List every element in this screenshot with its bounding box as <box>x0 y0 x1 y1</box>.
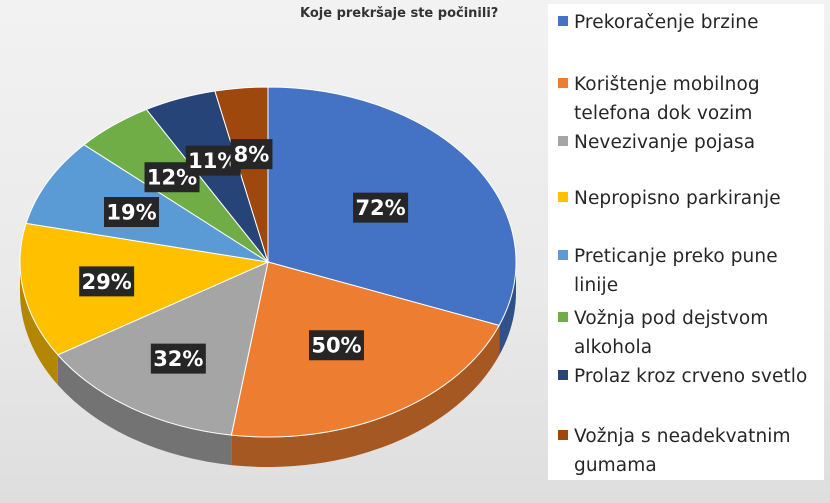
legend-swatch <box>558 192 568 202</box>
pie-slice-1 <box>230 261 500 438</box>
legend-label: Prekoračenje brzine <box>574 12 759 33</box>
legend-label: Korištenje mobilnog telefona dok vozim <box>574 74 760 124</box>
pie-label-bg-2 <box>150 343 206 374</box>
pie-label-2: 32% <box>153 347 203 371</box>
legend-label: Nepropisno parkiranje <box>574 188 781 209</box>
pie-label-6: 11% <box>188 149 238 173</box>
pie-label-1: 50% <box>311 334 361 358</box>
legend-swatch <box>558 78 568 88</box>
pie-label-bg-1 <box>308 330 364 361</box>
legend-swatch <box>558 370 568 380</box>
pie-label-bg-7 <box>230 139 273 170</box>
legend-swatch <box>558 136 568 146</box>
pie-label-4: 19% <box>106 201 156 225</box>
legend-label: Vožnja pod dejstvom alkohola <box>574 308 769 358</box>
pie-label-3: 29% <box>82 270 132 294</box>
pie-side-1 <box>231 325 500 467</box>
legend-label: Nevezivanje pojasa <box>574 132 756 153</box>
pie-slice-7 <box>214 86 269 263</box>
pie-side-3 <box>19 262 58 385</box>
pie-slice-3 <box>19 222 270 356</box>
legend: Prekoračenje brzine Korištenje mobilnog t… <box>548 4 824 480</box>
legend-label: Prolaz kroz crveno svetlo <box>574 366 808 387</box>
pie-label-bg-3 <box>79 266 135 297</box>
pie-labels: 72%50%32%29%19%12%11%8% <box>79 139 409 374</box>
pie-chart: 72%50%32%29%19%12%11%8% <box>19 86 517 467</box>
pie-label-7: 8% <box>234 143 270 167</box>
pie-label-0: 72% <box>355 196 405 220</box>
legend-swatch <box>558 312 568 322</box>
pie-label-bg-4 <box>104 197 160 228</box>
pie-label-bg-0 <box>353 192 409 223</box>
legend-swatch <box>558 430 568 440</box>
legend-swatch <box>558 250 568 260</box>
legend-swatch <box>558 16 568 26</box>
legend-label: Vožnja s neadekvatnim gumama <box>574 426 791 476</box>
pie-side-2 <box>57 354 232 466</box>
chart-title: Koje prekršaje ste počinili? <box>300 6 499 21</box>
legend-label: Preticanje preko pune linije <box>574 246 778 296</box>
